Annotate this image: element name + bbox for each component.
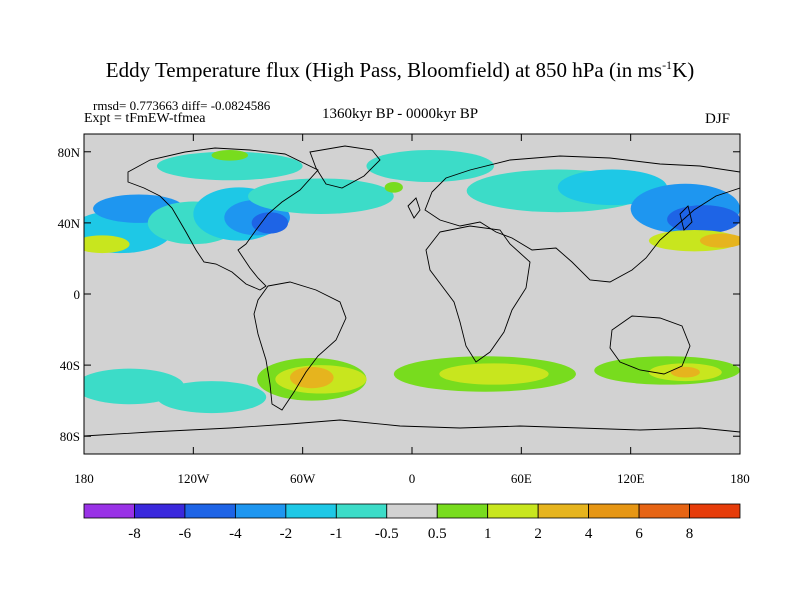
coastlines	[84, 145, 740, 437]
colorbar-swatch	[588, 503, 640, 519]
latitude-tick-label: 80N	[58, 145, 81, 160]
map-title-superscript: -1	[662, 58, 673, 72]
colorbar-label: 0.5	[428, 526, 447, 542]
colorbar-label: 4	[585, 526, 593, 542]
colorbar-label: -1	[330, 526, 343, 542]
map-title-unit-end: K)	[672, 58, 695, 82]
colorbar-swatch	[335, 503, 388, 519]
contour-region	[439, 363, 549, 385]
longitude-tick-label: 60W	[290, 471, 316, 486]
colorbar-label: -0.5	[375, 526, 399, 542]
longitude-tick-label: 60E	[511, 471, 532, 486]
contour-region	[251, 212, 289, 234]
contour-region	[289, 366, 334, 389]
longitude-tick-label: 0	[409, 471, 416, 486]
colorbar-label: 8	[686, 526, 694, 542]
colorbar-label: 2	[534, 526, 542, 542]
period-label: 1360kyr BP - 0000kyr BP	[321, 106, 479, 122]
contour-region	[366, 150, 494, 182]
field-contours	[84, 150, 740, 414]
latitude-tick-label: 80S	[60, 429, 80, 444]
latitude-axis: 80N 40N 0 40S 80S	[58, 145, 740, 444]
longitude-axis: 180 120W 60W 0 60E 120E 180	[74, 134, 750, 486]
contour-region	[156, 151, 303, 181]
colorbar-swatch	[638, 503, 690, 519]
colorbar-swatch	[689, 503, 741, 519]
longitude-tick-label: 180	[74, 471, 94, 486]
contour-region	[84, 235, 130, 254]
contour-region	[699, 233, 740, 248]
colorbar-label: -2	[280, 526, 293, 542]
colorbar-label: 6	[635, 526, 643, 542]
colorbar-label: -8	[128, 526, 141, 542]
colorbar-swatch	[285, 503, 337, 519]
colorbar-swatch	[234, 503, 287, 519]
latitude-tick-label: 40S	[60, 358, 80, 373]
contour-region	[670, 366, 700, 378]
season-label: DJF	[705, 111, 731, 127]
contour-region	[248, 178, 394, 215]
contour-region	[384, 182, 403, 193]
colorbar-swatch	[537, 503, 590, 519]
map-title: Eddy Temperature flux (High Pass, Bloomf…	[0, 58, 800, 83]
colorbar-swatch	[134, 503, 186, 519]
latitude-tick-label: 0	[74, 287, 81, 302]
colorbar-swatch	[487, 503, 539, 519]
longitude-tick-label: 120E	[617, 471, 645, 486]
colorbar: -8 -6 -4 -2 -1 -0.5 0.5 1 2 4 6 8	[83, 503, 741, 542]
colorbar-swatch	[386, 503, 438, 519]
colorbar-label: 1	[484, 526, 492, 542]
experiment-label: Expt = tFmEW-tfmea	[84, 111, 206, 126]
map-title-main: Eddy Temperature flux (High Pass, Bloomf…	[105, 58, 663, 82]
contour-region	[667, 205, 740, 234]
colorbar-label: -6	[179, 526, 192, 542]
colorbar-label: -4	[229, 526, 242, 542]
longitude-tick-label: 180	[730, 471, 750, 486]
contour-region	[211, 150, 248, 161]
colorbar-swatch	[436, 503, 489, 519]
colorbar-swatch	[83, 503, 135, 519]
latitude-tick-label: 40N	[58, 216, 81, 231]
contour-region	[156, 381, 267, 414]
colorbar-swatch	[184, 503, 236, 519]
longitude-tick-label: 120W	[177, 471, 210, 486]
stats-text: rmsd= 0.773663 diff= -0.0824586	[93, 98, 271, 113]
